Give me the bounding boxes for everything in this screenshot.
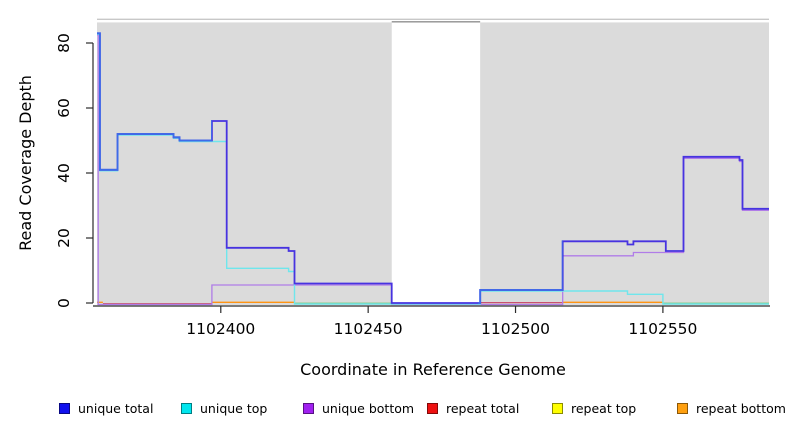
x-tick-label: 1102550: [628, 320, 697, 338]
legend-label: unique bottom: [322, 400, 415, 416]
legend-swatch-repeat-top: [552, 402, 563, 414]
y-tick-label: 40: [55, 163, 73, 183]
series-line-unique-bottom: [97, 34, 769, 306]
legend-item-unique-bottom: unique bottom: [303, 400, 415, 416]
legend-label: repeat top: [571, 400, 637, 416]
legend-swatch-repeat-total: [427, 402, 438, 414]
legend-swatch-unique-total: [59, 402, 70, 414]
x-tick-label: 1102500: [481, 320, 550, 338]
y-tick-label: 80: [55, 33, 73, 53]
legend-label: repeat total: [446, 400, 520, 416]
legend-item-repeat-bottom: repeat bottom: [677, 400, 786, 416]
legend-item-unique-total: unique total: [59, 400, 154, 416]
legend-label: unique total: [78, 400, 154, 416]
x-tick-label: 1102400: [186, 320, 255, 338]
x-tick-label: 1102450: [334, 320, 403, 338]
plot-area: [97, 18, 769, 306]
x-axis-title: Coordinate in Reference Genome: [300, 360, 566, 379]
y-tick-label: 20: [55, 228, 73, 248]
y-tick-label: 60: [55, 98, 73, 118]
y-axis-title: Read Coverage Depth: [16, 75, 35, 251]
y-tick-label: 0: [55, 298, 73, 308]
no-data-gap: [391, 22, 481, 306]
legend-swatch-unique-top: [181, 402, 192, 414]
legend-swatch-repeat-bottom: [677, 402, 688, 414]
legend-item-repeat-total: repeat total: [427, 400, 520, 416]
legend-item-repeat-top: repeat top: [552, 400, 637, 416]
legend-label: repeat bottom: [696, 400, 786, 416]
chart-legend: unique total unique top unique bottom repea…: [0, 401, 792, 421]
y-axis: Read Coverage Depth 0 20 40 60 80: [16, 33, 94, 308]
legend-label: unique top: [200, 400, 268, 416]
x-axis: Coordinate in Reference Genome 1102400 11…: [93, 305, 770, 379]
legend-item-unique-top: unique top: [181, 400, 268, 416]
plot-svg: Coordinate in Reference Genome 1102400 11…: [16, 18, 770, 379]
legend-swatch-unique-bottom: [303, 402, 314, 414]
